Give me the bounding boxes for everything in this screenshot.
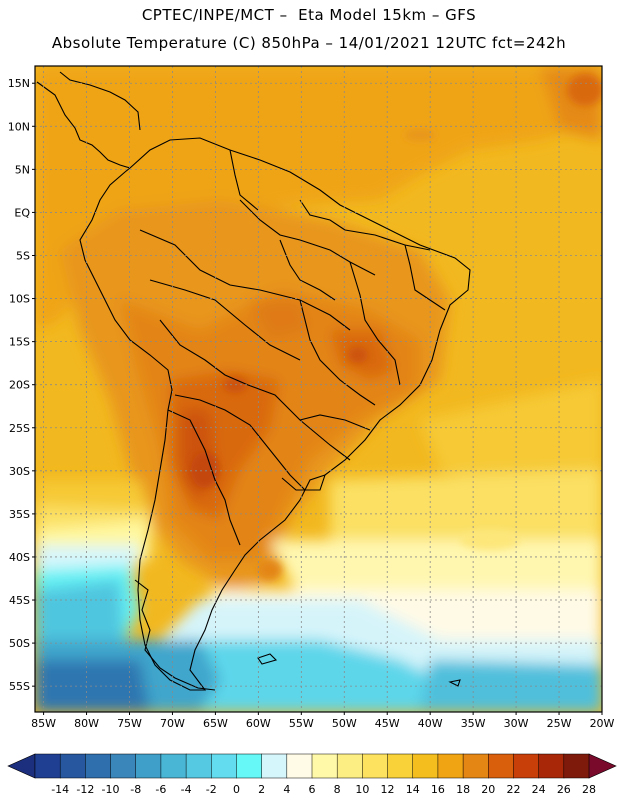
colorbar-over-triangle — [588, 753, 617, 779]
lon-tick-label: 35W — [461, 717, 486, 730]
colorbar-label: 26 — [557, 783, 571, 796]
colorbar-label: 22 — [506, 783, 520, 796]
lon-tick-label: 40W — [418, 717, 443, 730]
colorbar-swatch — [336, 753, 363, 779]
colorbar-label: 12 — [381, 783, 395, 796]
colorbar-swatch — [488, 753, 515, 779]
colorbar-label: -4 — [181, 783, 192, 796]
colorbar-swatch — [110, 753, 137, 779]
colorbar-label: -12 — [76, 783, 94, 796]
chart-title: CPTEC/INPE/MCT – Eta Model 15km – GFS — [141, 6, 477, 24]
lon-tick-label: 85W — [31, 717, 56, 730]
colorbar-label: 4 — [283, 783, 290, 796]
lat-tick-label: 5N — [15, 163, 30, 176]
colorbar-swatch — [462, 753, 489, 779]
lon-tick-label: 60W — [246, 717, 271, 730]
colorbar-label: 28 — [582, 783, 596, 796]
colorbar-swatch — [563, 753, 590, 779]
lat-tick-label: 10N — [8, 120, 30, 133]
lat-tick-label: 15S — [9, 336, 30, 349]
colorbar: -14 -12 -10 -8 -6 -4 -2 0 2 4 6 8 10 12 14 16 18 20 22 24 26… — [7, 753, 617, 796]
colorbar-swatch — [211, 753, 238, 779]
colorbar-swatch — [185, 753, 212, 779]
colorbar-label: 20 — [481, 783, 495, 796]
colorbar-label: -6 — [155, 783, 166, 796]
lat-tick-label: 15N — [8, 77, 30, 90]
colorbar-label: -10 — [102, 783, 120, 796]
colorbar-label: -14 — [51, 783, 69, 796]
lat-tick-label: 40S — [9, 551, 30, 564]
colorbar-label: 16 — [431, 783, 445, 796]
lat-tick-label: 10S — [9, 293, 30, 306]
lat-tick-label: 25S — [9, 422, 30, 435]
lon-tick-label: 25W — [547, 717, 572, 730]
colorbar-label: 2 — [258, 783, 265, 796]
lon-tick-label: 65W — [203, 717, 228, 730]
colorbar-label: 6 — [309, 783, 316, 796]
colorbar-label: 18 — [456, 783, 470, 796]
lon-tick-label: 20W — [590, 717, 615, 730]
colorbar-swatch — [311, 753, 338, 779]
colorbar-under-triangle — [7, 753, 36, 779]
lat-tick-label: 20S — [9, 379, 30, 392]
colorbar-swatch — [135, 753, 162, 779]
lat-tick-label: 45S — [9, 594, 30, 607]
lon-tick-label: 50W — [332, 717, 357, 730]
colorbar-swatch — [261, 753, 288, 779]
lon-tick-label: 55W — [289, 717, 314, 730]
colorbar-swatch — [34, 753, 61, 779]
chart-subtitle: Absolute Temperature (C) 850hPa – 14/01/… — [51, 34, 567, 52]
colorbar-label: -8 — [130, 783, 141, 796]
colorbar-swatch — [538, 753, 565, 779]
colorbar-swatch — [59, 753, 86, 779]
colorbar-label: 10 — [355, 783, 369, 796]
colorbar-swatch — [236, 753, 263, 779]
lat-tick-label: 5S — [16, 249, 30, 262]
colorbar-swatch — [286, 753, 313, 779]
lat-tick-label: 30S — [9, 465, 30, 478]
colorbar-swatch — [412, 753, 439, 779]
lon-tick-label: 30W — [504, 717, 529, 730]
coastlines — [36, 71, 471, 691]
lat-tick-label: 55S — [9, 680, 30, 693]
colorbar-label: 0 — [233, 783, 240, 796]
temperature-field — [35, 66, 602, 712]
colorbar-swatch — [437, 753, 464, 779]
colorbar-swatch — [513, 753, 540, 779]
lat-tick-label: EQ — [14, 206, 30, 219]
longitude-axis: 85W 80W 75W 70W 65W 60W 55W 50W 45W 40W 35W 30W 25W 2… — [31, 712, 615, 730]
map-frame — [34, 65, 603, 713]
colorbar-label: 14 — [406, 783, 420, 796]
lon-tick-label: 75W — [117, 717, 142, 730]
lat-tick-label: 50S — [9, 637, 30, 650]
colorbar-swatch — [160, 753, 187, 779]
lon-tick-label: 45W — [375, 717, 400, 730]
colorbar-label: -2 — [206, 783, 217, 796]
lon-tick-label: 70W — [160, 717, 185, 730]
lat-tick-label: 35S — [9, 508, 30, 521]
colorbar-label: 8 — [334, 783, 341, 796]
colorbar-swatch — [362, 753, 389, 779]
colorbar-swatch — [387, 753, 414, 779]
latitude-axis: 15N 10N 5N EQ 5S 10S 15S 20S 25S 30S 35S 40S 45S 50S 5… — [8, 77, 35, 693]
colorbar-label: 24 — [532, 783, 546, 796]
lon-tick-label: 80W — [74, 717, 99, 730]
colorbar-swatch — [85, 753, 112, 779]
